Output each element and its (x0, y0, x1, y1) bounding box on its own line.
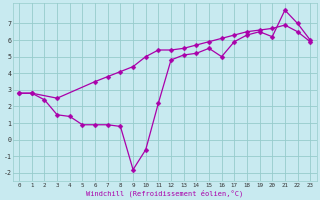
X-axis label: Windchill (Refroidissement éolien,°C): Windchill (Refroidissement éolien,°C) (86, 189, 243, 197)
